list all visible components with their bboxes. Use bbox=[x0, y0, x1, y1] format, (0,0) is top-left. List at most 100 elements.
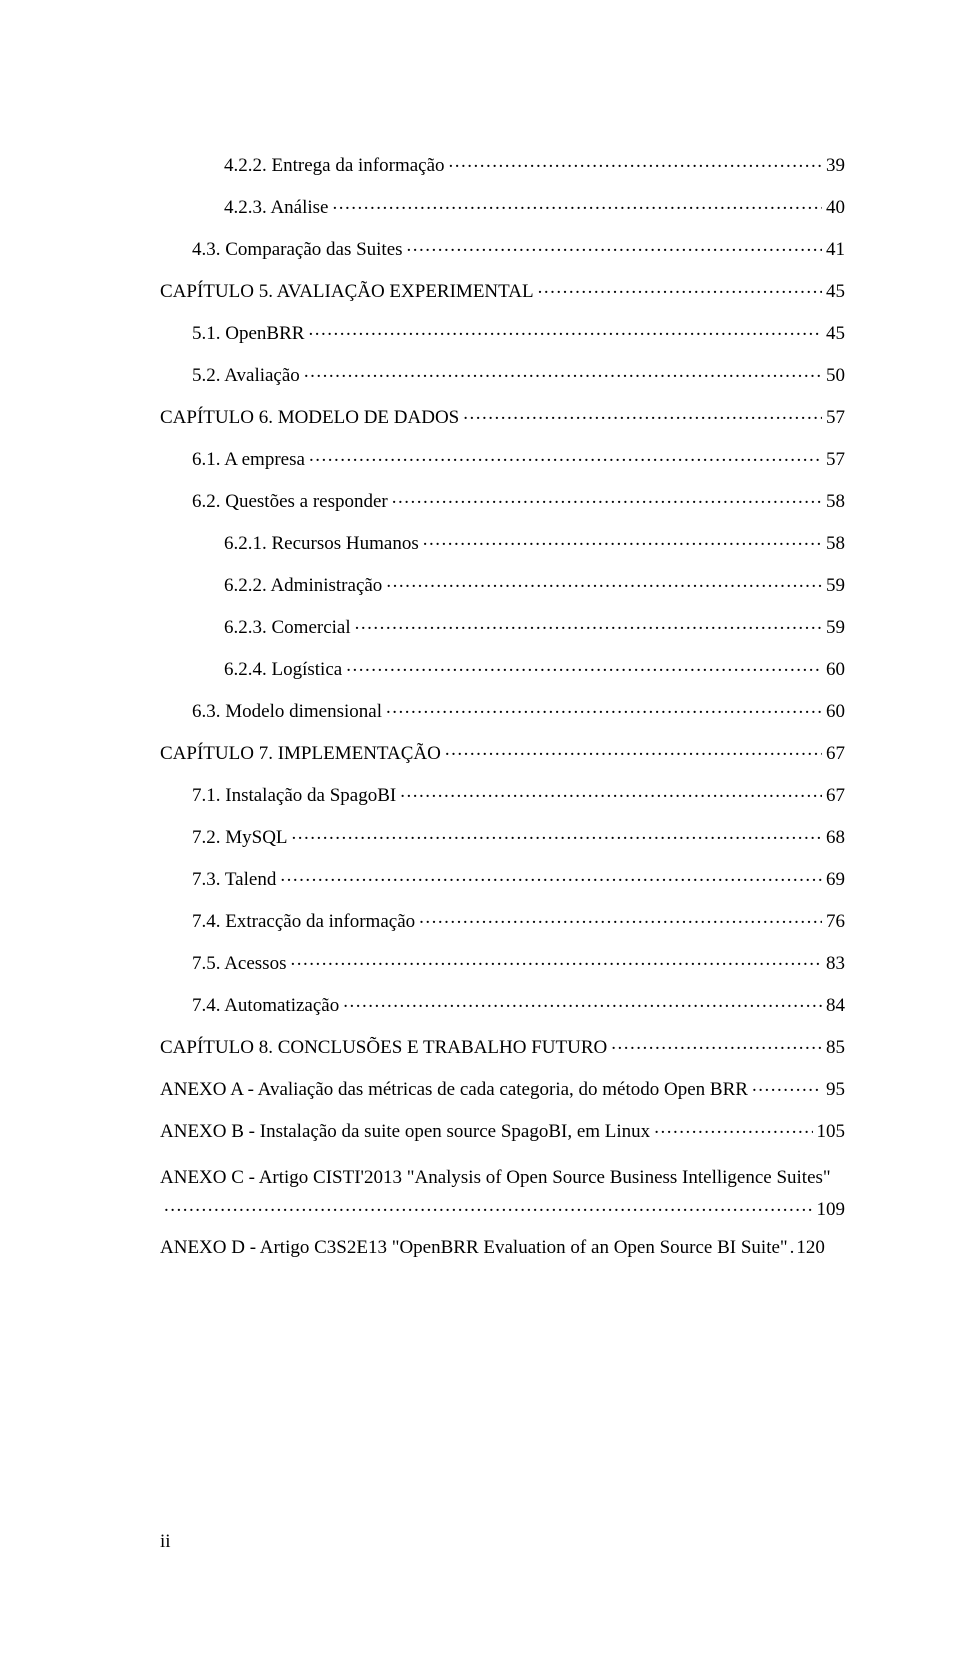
toc-entry-page: 95 bbox=[826, 1080, 845, 1099]
toc-entry-page: 67 bbox=[826, 744, 845, 763]
toc-entry-page: 76 bbox=[826, 912, 845, 931]
toc-leader bbox=[343, 992, 822, 1011]
toc-entry-label: 6.1. A empresa bbox=[192, 450, 305, 469]
toc-entry-label: 6.2.1. Recursos Humanos bbox=[224, 534, 419, 553]
toc-entry: 7.3. Talend69 bbox=[160, 866, 845, 889]
toc-entry: 5.2. Avaliação 50 bbox=[160, 362, 845, 385]
toc-entry-page: 41 bbox=[826, 240, 845, 259]
toc-entry-label: 6.3. Modelo dimensional bbox=[192, 702, 382, 721]
toc-entry: 6.2.3. Comercial 59 bbox=[160, 614, 845, 637]
toc-entry: 6.2.1. Recursos Humanos58 bbox=[160, 530, 845, 553]
toc-entry-page: 59 bbox=[826, 576, 845, 595]
toc-entry-page: 68 bbox=[826, 828, 845, 847]
toc-entry-label: ANEXO A - Avaliação das métricas de cada… bbox=[160, 1080, 748, 1099]
toc-leader bbox=[445, 740, 822, 759]
toc-entry-label: 7.2. MySQL bbox=[192, 828, 288, 847]
toc-leader bbox=[407, 236, 822, 255]
toc-entry-label: 5.1. OpenBRR bbox=[192, 324, 304, 343]
toc-leader bbox=[392, 488, 822, 507]
toc-entry: 4.2.2. Entrega da informação 39 bbox=[160, 152, 845, 175]
toc-entry-label: 6.2.4. Logística bbox=[224, 660, 342, 679]
toc-entry-label: ANEXO D - Artigo C3S2E13 "OpenBRR Evalua… bbox=[160, 1238, 788, 1257]
toc-entry: 6.1. A empresa 57 bbox=[160, 446, 845, 469]
toc-leader bbox=[538, 278, 822, 297]
toc-entry-page: 45 bbox=[826, 282, 845, 301]
toc-entry: 7.2. MySQL 68 bbox=[160, 824, 845, 847]
toc-entry-label: CAPÍTULO 6. MODELO DE DADOS bbox=[160, 408, 459, 427]
toc-entry: CAPÍTULO 5. AVALIAÇÃO EXPERIMENTAL 45 bbox=[160, 278, 845, 301]
page-number: ii bbox=[160, 1531, 171, 1553]
toc-entry: 4.2.3. Análise 40 bbox=[160, 194, 845, 217]
toc-leader bbox=[164, 1196, 813, 1215]
toc-entry-label: 4.3. Comparação das Suites bbox=[192, 240, 403, 259]
toc-leader bbox=[304, 362, 822, 381]
toc-entry: 5.1. OpenBRR 45 bbox=[160, 320, 845, 343]
toc-leader bbox=[654, 1118, 812, 1137]
toc-leader bbox=[333, 194, 823, 213]
toc-entry-label: 7.4. Automatização bbox=[192, 996, 339, 1015]
toc-entry: 6.3. Modelo dimensional 60 bbox=[160, 698, 845, 721]
toc-entry-page: 85 bbox=[826, 1038, 845, 1057]
toc-leader bbox=[346, 656, 822, 675]
toc-leader bbox=[423, 530, 822, 549]
toc-entry-page: 45 bbox=[826, 324, 845, 343]
toc-leader bbox=[292, 824, 822, 843]
toc-entry-page: 40 bbox=[826, 198, 845, 217]
toc-entry-page: 60 bbox=[826, 660, 845, 679]
toc-leader bbox=[355, 614, 822, 633]
toc-entry-page: 120 bbox=[796, 1238, 825, 1257]
toc-leader bbox=[611, 1034, 822, 1053]
toc-entry-label: CAPÍTULO 5. AVALIAÇÃO EXPERIMENTAL bbox=[160, 282, 534, 301]
toc-entry-label: 6.2.3. Comercial bbox=[224, 618, 351, 637]
toc-entry-label: 7.5. Acessos bbox=[192, 954, 286, 973]
toc-leader bbox=[752, 1076, 822, 1095]
toc-leader bbox=[386, 572, 822, 591]
toc-entry: ANEXO B - Instalação da suite open sourc… bbox=[160, 1118, 845, 1141]
table-of-contents: 4.2.2. Entrega da informação 39 4.2.3. Aná… bbox=[160, 152, 845, 1257]
toc-entry-page: 105 bbox=[817, 1122, 846, 1141]
document-page: 4.2.2. Entrega da informação 39 4.2.3. Aná… bbox=[0, 0, 960, 1653]
toc-entry-page: 57 bbox=[826, 408, 845, 427]
toc-entry: 7.1. Instalação da SpagoBI 67 bbox=[160, 782, 845, 805]
toc-entry-label: CAPÍTULO 7. IMPLEMENTAÇÃO bbox=[160, 744, 441, 763]
toc-entry-page: 109 bbox=[817, 1200, 846, 1219]
toc-entry: 6.2.2. Administração 59 bbox=[160, 572, 845, 595]
toc-entry-label: 7.4. Extracção da informação bbox=[192, 912, 415, 931]
toc-entry-label: 7.1. Instalação da SpagoBI bbox=[192, 786, 396, 805]
toc-entry-label: 6.2.2. Administração bbox=[224, 576, 382, 595]
toc-entry: ANEXO D - Artigo C3S2E13 "OpenBRR Evalua… bbox=[160, 1238, 845, 1257]
toc-entry: CAPÍTULO 8. CONCLUSÕES E TRABALHO FUTURO… bbox=[160, 1034, 845, 1057]
toc-entry: CAPÍTULO 6. MODELO DE DADOS 57 bbox=[160, 404, 845, 427]
toc-leader bbox=[290, 950, 822, 969]
toc-entry-page: 58 bbox=[826, 492, 845, 511]
toc-entry: ANEXO A - Avaliação das métricas de cada… bbox=[160, 1076, 845, 1099]
toc-entry: 4.3. Comparação das Suites 41 bbox=[160, 236, 845, 259]
toc-leader bbox=[386, 698, 822, 717]
toc-entry-page: 57 bbox=[826, 450, 845, 469]
toc-leader bbox=[463, 404, 822, 423]
toc-entry-label: 5.2. Avaliação bbox=[192, 366, 300, 385]
toc-entry: 7.4. Automatização 84 bbox=[160, 992, 845, 1015]
toc-entry-label: 6.2. Questões a responder bbox=[192, 492, 388, 511]
toc-entry-label: CAPÍTULO 8. CONCLUSÕES E TRABALHO FUTURO bbox=[160, 1038, 607, 1057]
toc-entry-page: 39 bbox=[826, 156, 845, 175]
toc-leader bbox=[400, 782, 822, 801]
toc-leader bbox=[419, 908, 822, 927]
toc-entry-page: 60 bbox=[826, 702, 845, 721]
toc-leader bbox=[308, 320, 822, 339]
toc-entry-label: 4.2.2. Entrega da informação bbox=[224, 156, 445, 175]
toc-entry-label: 4.2.3. Análise bbox=[224, 198, 329, 217]
toc-leader: . bbox=[790, 1238, 795, 1257]
toc-entry-page: 67 bbox=[826, 786, 845, 805]
toc-entry-page: 50 bbox=[826, 366, 845, 385]
toc-leader bbox=[309, 446, 822, 465]
toc-entry-label: ANEXO C - Artigo CISTI'2013 "Analysis of… bbox=[160, 1160, 845, 1196]
toc-entry: CAPÍTULO 7. IMPLEMENTAÇÃO 67 bbox=[160, 740, 845, 763]
toc-entry-label: 7.3. Talend bbox=[192, 870, 276, 889]
toc-entry: 7.5. Acessos83 bbox=[160, 950, 845, 973]
toc-leader bbox=[449, 152, 822, 171]
toc-entry: 7.4. Extracção da informação 76 bbox=[160, 908, 845, 931]
toc-entry-page: 84 bbox=[826, 996, 845, 1015]
toc-entry-page: 59 bbox=[826, 618, 845, 637]
toc-leader bbox=[280, 866, 822, 885]
